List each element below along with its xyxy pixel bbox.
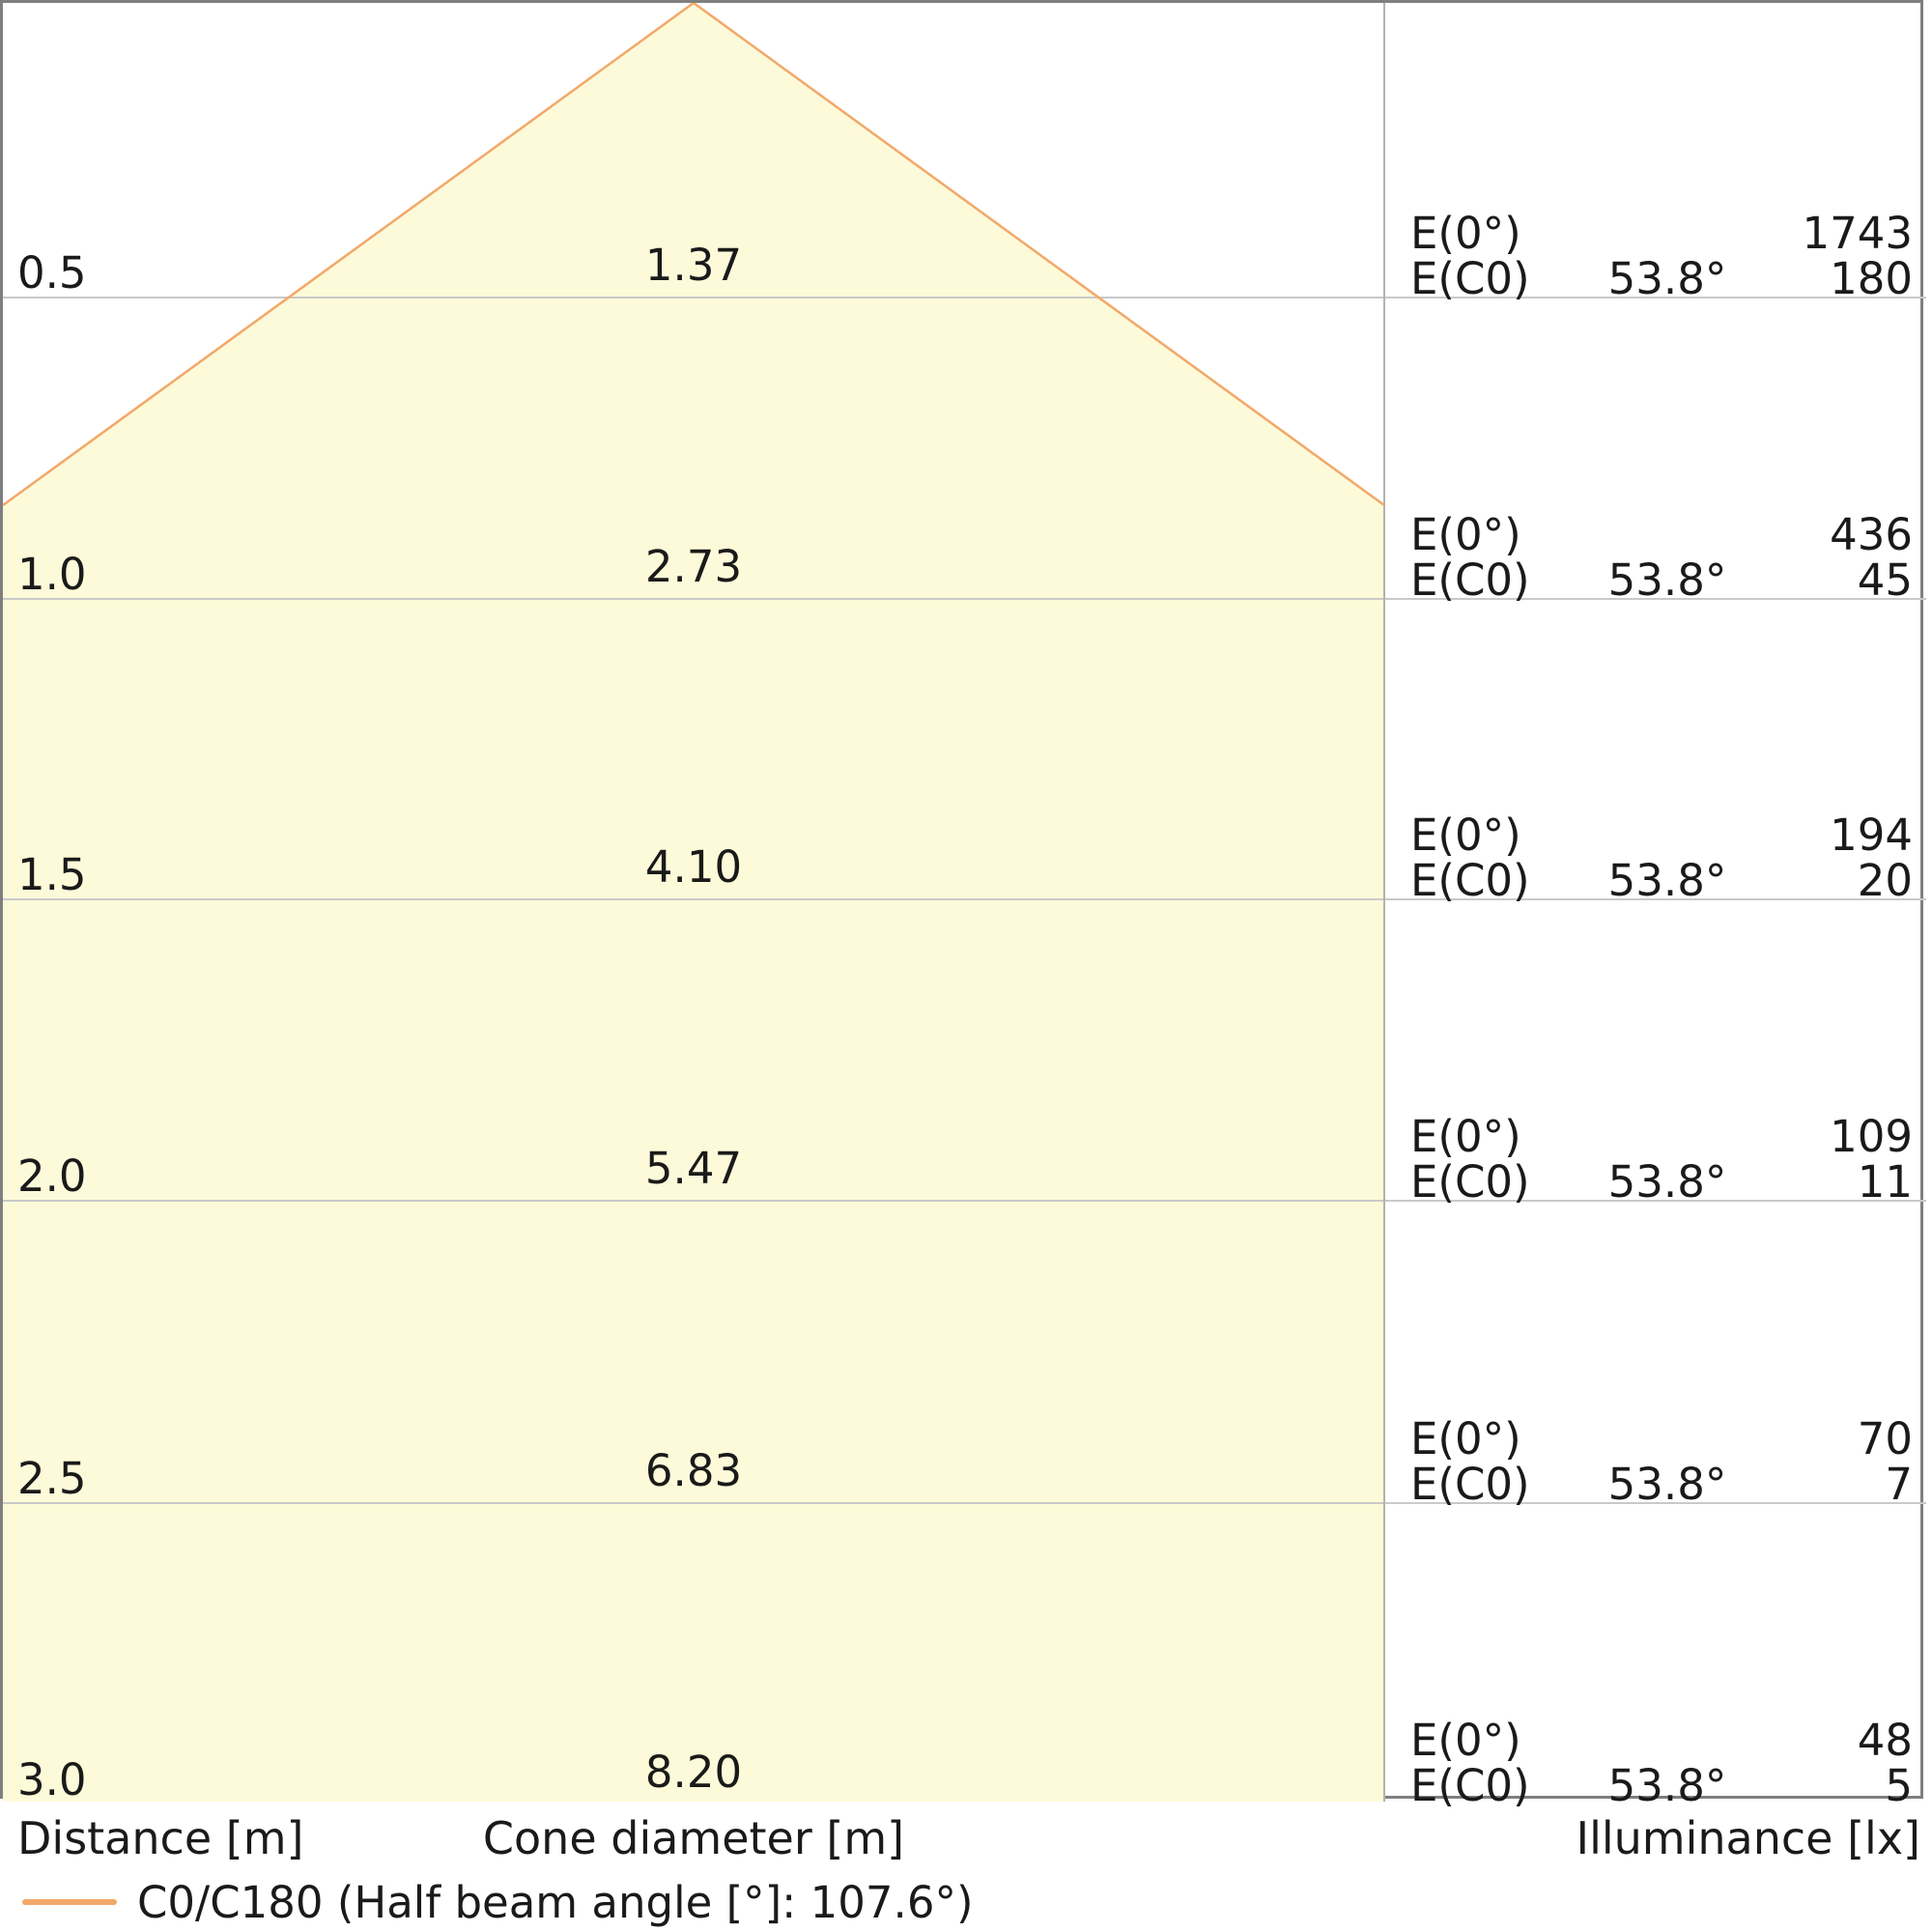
distance-label: 2.0 <box>17 1151 87 1202</box>
ec0-value: 7 <box>1885 1459 1913 1510</box>
distance-label: 2.5 <box>17 1453 87 1504</box>
beam-angle-value: 53.8° <box>1607 1760 1727 1811</box>
e0-value: 1743 <box>1802 208 1913 259</box>
e0-value: 436 <box>1830 509 1913 560</box>
ec0-label: E(C0) <box>1410 1459 1530 1510</box>
legend-line-swatch <box>22 1899 117 1905</box>
cone-diameter-label: 8.20 <box>644 1747 743 1798</box>
ec0-value: 11 <box>1857 1156 1913 1208</box>
cone-diameter-label: 2.73 <box>644 541 743 592</box>
distance-label: 0.5 <box>17 247 87 298</box>
ec0-label: E(C0) <box>1410 554 1530 606</box>
chart-area: 0.5 1.0 1.5 2.0 2.5 3.0 1.37 2.73 4.10 5… <box>0 0 1926 1808</box>
e0-line: E(0°) 1743 <box>1410 211 1913 256</box>
e0-value: 70 <box>1857 1413 1913 1464</box>
e0-label: E(0°) <box>1410 810 1521 861</box>
illuminance-row-0.5m: E(0°) 1743 E(C0) 53.8° 180 <box>1410 211 1913 301</box>
cone-diameter-label: 1.37 <box>644 240 743 291</box>
ec0-label: E(C0) <box>1410 1156 1530 1208</box>
cone-plot <box>3 3 1926 1802</box>
beam-angle-value: 53.8° <box>1607 554 1727 606</box>
distance-label: 1.0 <box>17 549 87 600</box>
e0-angle <box>1555 1718 1779 1763</box>
e0-line: E(0°) 194 <box>1410 812 1913 858</box>
illuminance-row-3.0m: E(0°) 48 E(C0) 53.8° 5 <box>1410 1718 1913 1808</box>
beam-angle-value: 53.8° <box>1607 855 1727 906</box>
cone-diameter-label: 4.10 <box>644 841 743 893</box>
ec0-line: E(C0) 53.8° 5 <box>1410 1763 1913 1808</box>
distance-axis-label: Distance [m] <box>17 1812 304 1864</box>
legend: C0/C180 (Half beam angle [°]: 107.6°) <box>0 1878 1932 1932</box>
cone-diameter-label: 6.83 <box>644 1445 743 1496</box>
e0-angle <box>1555 1416 1779 1462</box>
cone-edge-left <box>3 3 695 507</box>
illuminance-row-2.5m: E(0°) 70 E(C0) 53.8° 7 <box>1410 1416 1913 1507</box>
beam-angle-value: 53.8° <box>1607 253 1727 304</box>
ec0-value: 5 <box>1885 1760 1913 1811</box>
cone-edge-right <box>693 3 1385 507</box>
light-cone-fill <box>3 3 1384 1802</box>
illuminance-row-1.5m: E(0°) 194 E(C0) 53.8° 20 <box>1410 812 1913 903</box>
ec0-label: E(C0) <box>1410 253 1530 304</box>
cone-diameter-label: 5.47 <box>644 1143 743 1194</box>
ec0-label: E(C0) <box>1410 855 1530 906</box>
e0-label: E(0°) <box>1410 509 1521 560</box>
distance-label: 3.0 <box>17 1754 87 1805</box>
e0-label: E(0°) <box>1410 1111 1521 1162</box>
e0-angle <box>1555 812 1779 858</box>
e0-angle <box>1555 211 1779 256</box>
illuminance-axis-label: Illuminance [lx] <box>1576 1812 1920 1864</box>
beam-angle-value: 53.8° <box>1607 1459 1727 1510</box>
beam-angle-value: 53.8° <box>1607 1156 1727 1208</box>
e0-angle <box>1555 1114 1779 1159</box>
e0-label: E(0°) <box>1410 1413 1521 1464</box>
ec0-value: 20 <box>1857 855 1913 906</box>
e0-line: E(0°) 48 <box>1410 1718 1913 1763</box>
e0-line: E(0°) 436 <box>1410 512 1913 557</box>
e0-label: E(0°) <box>1410 1715 1521 1766</box>
ec0-label: E(C0) <box>1410 1760 1530 1811</box>
illuminance-row-2.0m: E(0°) 109 E(C0) 53.8° 11 <box>1410 1114 1913 1205</box>
e0-value: 194 <box>1830 810 1913 861</box>
illuminance-row-1.0m: E(0°) 436 E(C0) 53.8° 45 <box>1410 512 1913 603</box>
e0-line: E(0°) 109 <box>1410 1114 1913 1159</box>
e0-value: 48 <box>1857 1715 1913 1766</box>
ec0-line: E(C0) 53.8° 20 <box>1410 858 1913 903</box>
cone-diameter-axis-label: Cone diameter [m] <box>482 1812 905 1864</box>
e0-line: E(0°) 70 <box>1410 1416 1913 1462</box>
e0-angle <box>1555 512 1779 557</box>
ec0-line: E(C0) 53.8° 7 <box>1410 1462 1913 1507</box>
ec0-value: 45 <box>1857 554 1913 606</box>
e0-value: 109 <box>1830 1111 1913 1162</box>
ec0-line: E(C0) 53.8° 180 <box>1410 256 1913 301</box>
distance-label: 1.5 <box>17 849 87 900</box>
ec0-line: E(C0) 53.8° 11 <box>1410 1159 1913 1205</box>
e0-label: E(0°) <box>1410 208 1521 259</box>
ec0-line: E(C0) 53.8° 45 <box>1410 557 1913 603</box>
ec0-value: 180 <box>1830 253 1913 304</box>
legend-label: C0/C180 (Half beam angle [°]: 107.6°) <box>137 1877 974 1928</box>
